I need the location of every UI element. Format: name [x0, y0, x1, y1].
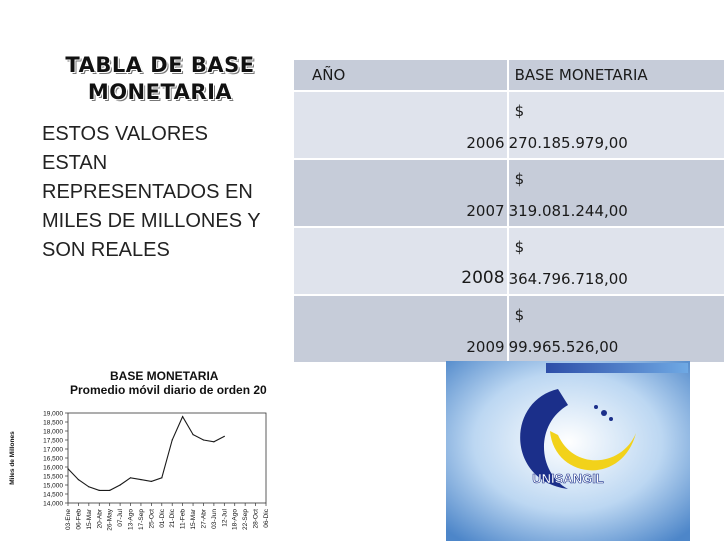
x-tick-label: 21-Dic — [169, 508, 176, 528]
data-point — [77, 479, 80, 481]
header-year-cell: AÑO — [292, 58, 509, 92]
x-tick-label: 06-Dic — [263, 508, 270, 528]
x-tick-label: 06-Feb — [75, 509, 82, 530]
x-tick-label: 20-Abr — [96, 508, 103, 528]
title-line-1: TABLA DE BASE — [65, 53, 255, 77]
data-point — [192, 434, 194, 436]
title-line-2: MONETARIA — [87, 80, 233, 104]
amount-value: 364.796.718,00 — [508, 270, 628, 288]
header-year-label: AÑO — [312, 66, 346, 84]
amount-value: 270.185.979,00 — [508, 134, 628, 152]
logo-dot — [601, 410, 607, 416]
data-point — [213, 441, 215, 443]
data-point — [161, 477, 163, 479]
y-tick-label: 14,000 — [43, 501, 63, 508]
table-row: 2007 $319.081.244,00 — [292, 158, 727, 228]
currency-sign: $ — [514, 238, 525, 256]
chart-svg: 19,000 18,500 18,000 17,500 17,000 16,500 16,0… — [9, 411, 270, 531]
currency-sign: $ — [514, 306, 525, 324]
y-tick-label: 18,000 — [43, 429, 63, 436]
x-tick-label: 27-Abr — [200, 508, 207, 528]
year-value: 2006 — [466, 134, 505, 152]
year-value: 2008 — [461, 268, 505, 288]
x-tick-label: 03-Ene — [65, 509, 72, 530]
x-tick-label: 03-Jun — [211, 509, 218, 529]
data-point — [67, 468, 69, 470]
y-tick-label: 17,000 — [43, 447, 63, 454]
amount-cell: $99.965.526,00 — [506, 294, 727, 364]
chart-subtitle: Promedio móvil diario de orden 20 — [70, 383, 267, 397]
table-row: 2006 $270.185.979,00 — [292, 90, 727, 160]
data-point — [140, 479, 142, 481]
logo-dot — [594, 405, 598, 409]
logo-top-banner — [546, 363, 688, 373]
data-point — [98, 489, 100, 491]
slide-body-text: ESTOS VALORES ESTAN REPRESENTADOS EN MIL… — [42, 123, 261, 261]
currency-sign: $ — [514, 170, 525, 188]
table-row: 2009 $99.965.526,00 — [292, 294, 727, 364]
header-base-label: BASE MONETARIA — [514, 66, 648, 84]
amount-cell: $364.796.718,00 — [506, 226, 727, 296]
logo-dot — [609, 417, 613, 421]
data-point — [119, 484, 121, 486]
y-tick-label: 15,000 — [43, 483, 63, 490]
x-tick-label: 26-May — [107, 508, 114, 530]
slide-title: TABLA DE BASE MONETARIA — [40, 52, 280, 106]
data-point — [171, 439, 173, 441]
y-tick-label: 14,500 — [43, 492, 63, 499]
data-point — [129, 477, 132, 479]
amount-value: 99.965.526,00 — [508, 338, 619, 356]
x-tick-label: 17-Sep — [138, 509, 145, 530]
year-cell: 2007 — [292, 158, 509, 228]
year-cell: 2006 — [292, 90, 509, 160]
data-point — [150, 480, 152, 482]
year-cell: 2009 — [292, 294, 509, 364]
y-tick-label: 17,500 — [43, 438, 63, 445]
logo-wordmark: UNISANGIL — [532, 471, 604, 486]
y-tick-label: 16,000 — [43, 465, 63, 472]
currency-sign: $ — [514, 102, 525, 120]
year-value: 2007 — [466, 202, 505, 220]
table-header-row: AÑO BASE MONETARIA — [292, 58, 727, 92]
amount-cell: $319.081.244,00 — [506, 158, 727, 228]
monetary-base-table: AÑO BASE MONETARIA 2006 $270.185.979,00 … — [292, 58, 727, 364]
logo-svg: UNISANGIL — [446, 361, 690, 541]
x-tick-label: 18-Ago — [232, 509, 239, 530]
unisangil-logo: UNISANGIL — [446, 361, 690, 541]
amount-value: 319.081.244,00 — [508, 202, 628, 220]
logo-swoosh-blue — [520, 389, 568, 489]
x-tick-label: 15-Mar — [190, 508, 197, 529]
logo-swoosh-yellow — [550, 431, 636, 471]
year-cell: 2008 — [292, 226, 509, 296]
amount-cell: $270.185.979,00 — [506, 90, 727, 160]
data-point — [109, 489, 111, 491]
header-base-cell: BASE MONETARIA — [506, 58, 727, 92]
data-point — [223, 435, 225, 437]
x-tick-label: 28-Oct — [253, 509, 260, 529]
x-tick-label: 25-Oct — [148, 509, 155, 529]
table-row: 2008 $364.796.718,00 — [292, 226, 727, 296]
x-tick-label: 01-Dic — [159, 508, 166, 528]
y-tick-label: 19,000 — [43, 411, 63, 418]
x-tick-label: 11-Feb — [180, 509, 187, 529]
y-tick-label: 16,500 — [43, 456, 63, 463]
data-point — [182, 416, 184, 418]
x-tick-label: 13-Ago — [128, 509, 135, 530]
monetary-base-chart: BASE MONETARIA Promedio móvil diario de … — [0, 363, 318, 546]
data-point — [88, 486, 90, 488]
x-tick-label: 15-Mar — [86, 508, 93, 529]
x-tick-label: 07-Jul — [117, 508, 124, 526]
series-line — [67, 415, 225, 491]
year-value: 2009 — [466, 338, 505, 356]
x-tick-label: 12-Jul — [221, 508, 228, 526]
chart-title: BASE MONETARIA — [110, 369, 219, 383]
y-axis-label: Miles de Millones — [9, 431, 16, 485]
x-tick-label: 22-Sep — [242, 509, 249, 530]
y-tick-label: 18,500 — [43, 420, 63, 427]
y-tick-label: 15,500 — [43, 474, 63, 481]
data-point — [202, 439, 205, 441]
